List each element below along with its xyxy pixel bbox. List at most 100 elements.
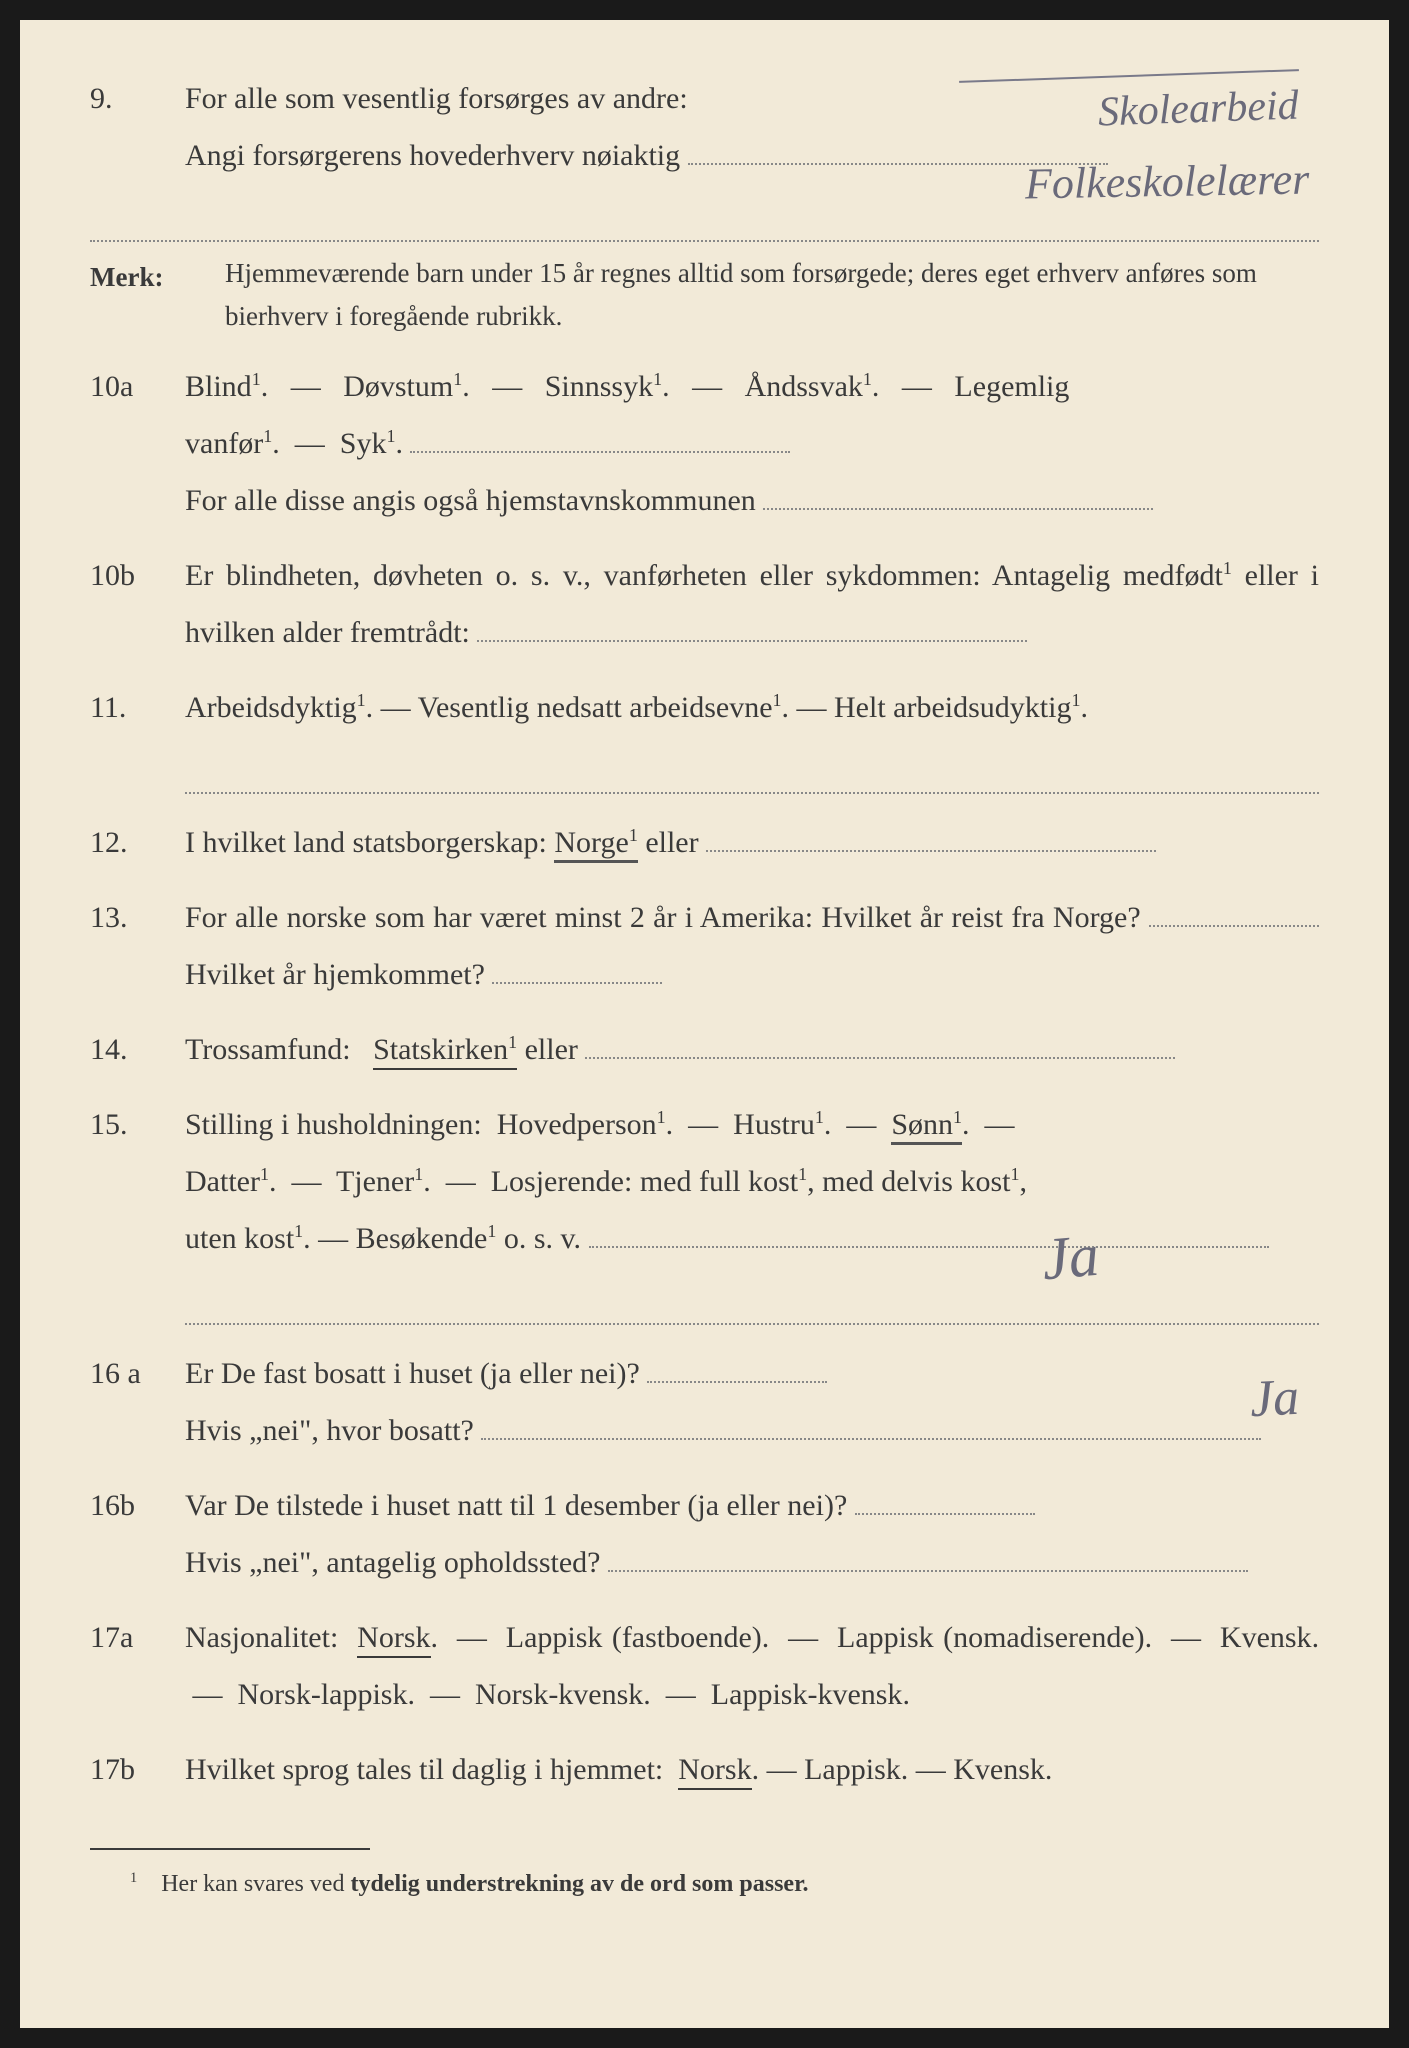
question-number: 17a	[90, 1609, 185, 1723]
option: Tjener1.	[336, 1165, 431, 1198]
option: Norsk-lappisk	[238, 1678, 408, 1711]
question-number: 10b	[90, 547, 185, 661]
option: Kvensk	[953, 1753, 1045, 1786]
question-text: Hvilket år hjemkommet?	[185, 958, 485, 991]
fill-blank[interactable]	[608, 1570, 1248, 1572]
option: uten kost1.	[185, 1222, 311, 1255]
census-form-page: Skolearbeid Folkeskolelærer Ja Ja 9. For…	[20, 20, 1389, 2028]
question-content: Var De tilstede i huset natt til 1 desem…	[185, 1477, 1319, 1591]
option: Norsk-kvensk	[475, 1678, 643, 1711]
question-text: Er De fast bosatt i huset (ja eller nei)…	[185, 1357, 640, 1390]
question-content: Hvilket sprog tales til daglig i hjemmet…	[185, 1741, 1319, 1798]
question-content: Trossamfund: Statskirken1 eller	[185, 1021, 1319, 1078]
question-text: Nasjonalitet:	[185, 1621, 338, 1654]
note-label: Merk:	[90, 252, 225, 338]
question-text: Hvis „nei", antagelig opholdssted?	[185, 1546, 601, 1579]
fill-blank[interactable]	[706, 850, 1156, 852]
fill-blank[interactable]	[477, 640, 1027, 642]
question-text: Er blindheten, døvheten o. s. v., vanfør…	[185, 559, 1223, 592]
question-content: Blind1. — Døvstum1. — Sinnssyk1. — Åndss…	[185, 358, 1319, 529]
fill-blank[interactable]	[589, 1246, 1269, 1248]
fill-blank[interactable]	[1149, 925, 1319, 927]
option: Legemlig	[954, 370, 1069, 403]
option: Åndssvak1.	[745, 370, 880, 403]
option: Lappisk (fastboende)	[506, 1621, 762, 1654]
handwritten-answer-16a: Ja	[1037, 1198, 1103, 1317]
question-17b: 17b Hvilket sprog tales til daglig i hje…	[90, 1741, 1319, 1798]
question-content: Arbeidsdyktig1. — Vesentlig nedsatt arbe…	[185, 679, 1319, 736]
handwritten-answer-9b: Folkeskolelærer	[1024, 138, 1310, 227]
option-underlined: Norsk	[357, 1621, 430, 1658]
question-text: I hvilket land statsborgerskap:	[185, 826, 547, 859]
question-16b: 16b Var De tilstede i huset natt til 1 d…	[90, 1477, 1319, 1591]
fill-blank[interactable]	[492, 982, 662, 984]
question-number: 16b	[90, 1477, 185, 1591]
question-text: Hvilket sprog tales til daglig i hjemmet…	[185, 1753, 663, 1786]
fill-blank[interactable]	[410, 451, 790, 453]
question-17a: 17a Nasjonalitet: Norsk. — Lappisk (fast…	[90, 1609, 1319, 1723]
option-underlined: Norge1	[554, 826, 637, 863]
question-10b: 10b Er blindheten, døvheten o. s. v., va…	[90, 547, 1319, 661]
footnote-marker: 1	[130, 1870, 137, 1886]
fill-blank-line[interactable]	[185, 1297, 1319, 1325]
question-content: Er blindheten, døvheten o. s. v., vanfør…	[185, 547, 1319, 661]
question-number: 9.	[90, 70, 185, 184]
fill-blank[interactable]	[481, 1438, 1261, 1440]
question-15: 15. Stilling i husholdningen: Hovedperso…	[90, 1096, 1319, 1267]
option: Hovedperson1.	[497, 1108, 673, 1141]
option: Kvensk	[1220, 1621, 1312, 1654]
fill-blank[interactable]	[763, 508, 1153, 510]
footnote-bold: tydelig understrekning av de ord som pas…	[350, 1871, 808, 1897]
note-text: Hjemmeværende barn under 15 år regnes al…	[225, 252, 1319, 338]
question-number: 16 a	[90, 1345, 185, 1459]
question-text: For alle norske som har været minst 2 år…	[185, 901, 1141, 934]
option: Blind1.	[185, 370, 268, 403]
option: Arbeidsdyktig1.	[185, 691, 373, 724]
question-content: I hvilket land statsborgerskap: Norge1 e…	[185, 814, 1319, 871]
question-number: 13.	[90, 889, 185, 1003]
option: Helt arbeidsudyktig1.	[834, 691, 1088, 724]
question-text: For alle som vesentlig forsørges av andr…	[185, 82, 688, 115]
option: Lappisk (nomadiserende)	[837, 1621, 1145, 1654]
question-number: 17b	[90, 1741, 185, 1798]
footnote-rule	[90, 1848, 370, 1850]
question-content: Stilling i husholdningen: Hovedperson1. …	[185, 1096, 1319, 1267]
question-content: Er De fast bosatt i huset (ja eller nei)…	[185, 1345, 1319, 1459]
question-16a: 16 a Er De fast bosatt i huset (ja eller…	[90, 1345, 1319, 1459]
question-13: 13. For alle norske som har været minst …	[90, 889, 1319, 1003]
question-content: For alle norske som har været minst 2 år…	[185, 889, 1319, 1003]
question-number: 14.	[90, 1021, 185, 1078]
question-text: For alle disse angis også hjemstavnskomm…	[185, 484, 756, 517]
question-text: o. s. v.	[504, 1222, 581, 1255]
option: med delvis kost1,	[822, 1165, 1027, 1198]
question-text: Angi forsørgerens hovederhverv nøiaktig	[185, 139, 680, 172]
question-text: Hvis „nei", hvor bosatt?	[185, 1414, 474, 1447]
option: Losjerende: med full kost1,	[491, 1165, 815, 1198]
fill-blank[interactable]	[855, 1513, 1035, 1515]
question-14: 14. Trossamfund: Statskirken1 eller	[90, 1021, 1319, 1078]
option-underlined: Sønn1	[891, 1108, 962, 1145]
note-merk: Merk: Hjemmeværende barn under 15 år reg…	[90, 252, 1319, 338]
question-10a: 10a Blind1. — Døvstum1. — Sinnssyk1. — Å…	[90, 358, 1319, 529]
question-number: 15.	[90, 1096, 185, 1267]
question-number: 12.	[90, 814, 185, 871]
question-11: 11. Arbeidsdyktig1. — Vesentlig nedsatt …	[90, 679, 1319, 736]
question-text: Trossamfund:	[185, 1033, 351, 1066]
footnote: 1 Her kan svares ved tydelig understrekn…	[130, 1862, 1319, 1908]
option: Besøkende1	[356, 1222, 497, 1255]
question-text: eller	[645, 826, 698, 859]
footnote-text: Her kan svares ved	[161, 1871, 350, 1897]
handwritten-answer-16b: Ja	[1247, 1349, 1301, 1450]
question-text: Stilling i husholdningen:	[185, 1108, 482, 1141]
option: Døvstum1.	[343, 370, 470, 403]
question-text: eller	[525, 1033, 578, 1066]
option-underlined: Statskirken1	[373, 1033, 517, 1070]
option: Sinnssyk1.	[545, 370, 670, 403]
option: Syk1.	[340, 427, 403, 460]
option: Vesentlig nedsatt arbeidsevne1.	[418, 691, 789, 724]
option: Hustru1.	[733, 1108, 831, 1141]
fill-blank-line[interactable]	[185, 766, 1319, 794]
fill-blank[interactable]	[585, 1057, 1175, 1059]
option: Lappisk	[804, 1753, 901, 1786]
fill-blank[interactable]	[647, 1381, 827, 1383]
